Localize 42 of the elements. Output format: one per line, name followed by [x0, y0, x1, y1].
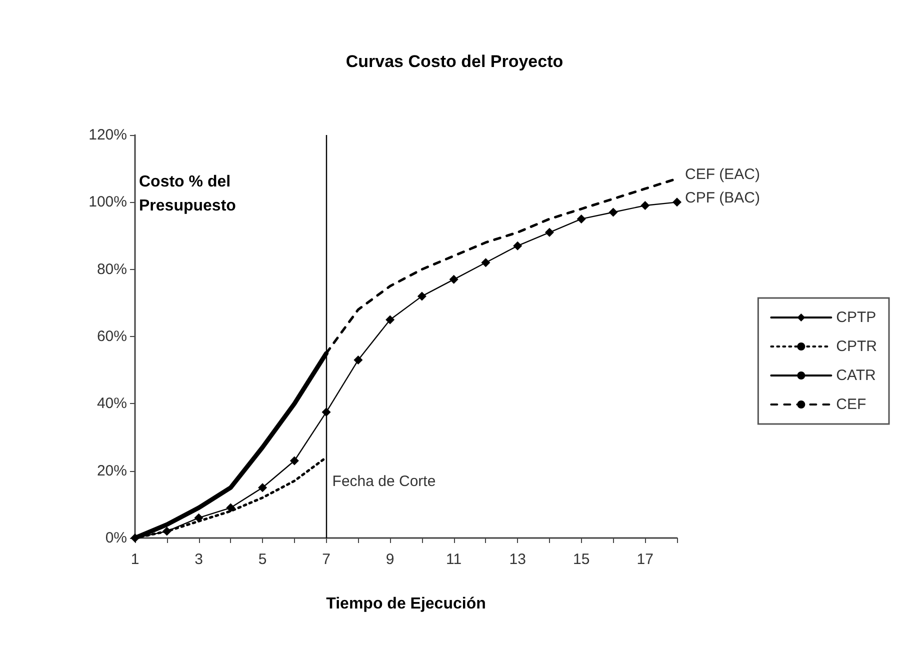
legend-label: CEF — [836, 396, 866, 413]
legend-label: CPTP — [836, 309, 876, 326]
x-axis-title: Tiempo de Ejecución — [326, 596, 486, 612]
x-tick-label: 15 — [573, 551, 590, 568]
point — [544, 228, 554, 237]
point — [258, 483, 268, 492]
legend-label: CPTR — [836, 338, 878, 355]
point — [513, 241, 522, 250]
point — [640, 201, 650, 210]
y-tick-label: 120% — [88, 126, 127, 144]
point — [672, 198, 682, 207]
y-tick-label: 60% — [96, 328, 127, 345]
point — [576, 214, 586, 224]
annotation: CEF (EAC) — [685, 166, 760, 184]
y-tick-label: 100% — [88, 194, 127, 211]
point — [449, 274, 458, 284]
x-tick-label: 9 — [386, 551, 394, 568]
legend-label: CATR — [836, 367, 876, 384]
annotation: CPF (BAC) — [685, 190, 760, 207]
x-tick-label: 3 — [194, 551, 203, 568]
x-tick-label: 5 — [258, 551, 267, 568]
chart-title: Curvas Costo del Proyecto — [346, 52, 564, 71]
point — [290, 456, 299, 466]
point — [386, 315, 395, 324]
y-tick-label: 40% — [96, 395, 127, 412]
x-tick-label: 13 — [509, 551, 526, 568]
point — [417, 292, 426, 301]
x-tick-label: 17 — [636, 551, 654, 568]
point — [481, 258, 490, 268]
ref-line-label: Fecha de Corte — [332, 473, 436, 490]
point — [354, 356, 363, 365]
y-axis-title: Costo % del Presupuesto — [139, 174, 236, 214]
y-tick-label: 80% — [96, 260, 127, 278]
x-tick-label: 7 — [322, 551, 330, 568]
x-tick-label: 1 — [130, 551, 140, 568]
point — [608, 208, 618, 217]
y-tick-label: 0% — [105, 530, 127, 546]
point — [226, 503, 236, 512]
x-tick-label: 11 — [446, 551, 462, 568]
y-tick-label: 20% — [96, 462, 127, 480]
point — [162, 526, 172, 536]
point — [194, 513, 204, 522]
